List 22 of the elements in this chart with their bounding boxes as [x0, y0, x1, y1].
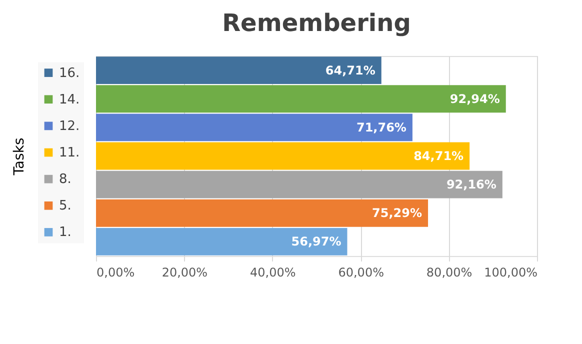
legend-label: 5.	[59, 198, 72, 214]
data-label: 75,29%	[372, 206, 422, 220]
legend-label: 11.	[59, 146, 80, 160]
y-axis-title: Tasks	[12, 138, 28, 176]
data-label: 56,97%	[291, 234, 342, 249]
x-tick-label: 20,00%	[162, 266, 208, 280]
data-label: 64,71%	[325, 63, 376, 78]
data-label: 84,71%	[414, 149, 464, 163]
legend-label: 12.	[59, 118, 80, 134]
chart-title: Remembering	[222, 9, 411, 37]
legend-label: 8.	[59, 172, 72, 188]
legend-label: 1.	[59, 225, 72, 240]
legend-label: 16.	[59, 66, 80, 81]
x-tick-label: 40,00%	[250, 266, 296, 280]
data-label: 92,94%	[450, 92, 500, 106]
x-tick-label: 80,00%	[426, 266, 472, 280]
x-tick-label: 0,00%	[96, 266, 135, 280]
data-label: 92,16%	[446, 178, 496, 192]
x-tick-label: 60,00%	[338, 266, 384, 280]
x-tick-label: 100,00%	[484, 266, 538, 280]
legend-label: 14.	[59, 92, 80, 108]
data-label: 71,76%	[356, 120, 406, 134]
